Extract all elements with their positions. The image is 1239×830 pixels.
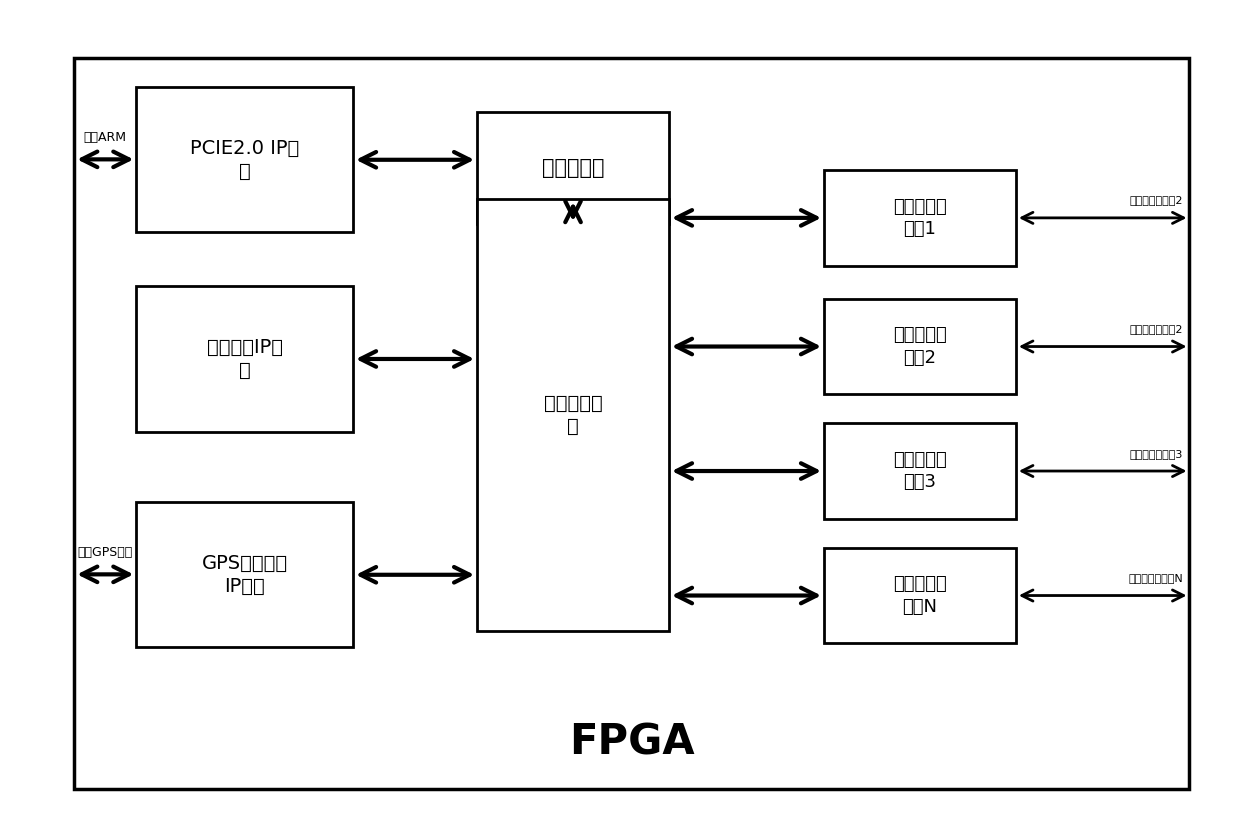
Bar [136,286,353,432]
Text: GPS信号处理
IP软核: GPS信号处理 IP软核 [202,554,287,596]
Text: 连接串行收发器3: 连接串行收发器3 [1130,448,1183,458]
Text: 数据处理软
核: 数据处理软 核 [544,393,602,437]
Text: FPGA: FPGA [569,722,695,764]
Text: 连接串行收发器2: 连接串行收发器2 [1130,195,1183,205]
Text: PCIE2.0 IP硬
核: PCIE2.0 IP硬 核 [190,139,300,181]
Text: 连接ARM: 连接ARM [84,131,126,144]
Bar [74,58,1189,788]
Text: 串行总线控
制器2: 串行总线控 制器2 [893,326,947,367]
Text: 连接GPS模块: 连接GPS模块 [78,546,133,559]
Bar [824,423,1016,519]
Text: 高速缓冲器: 高速缓冲器 [541,158,605,178]
Bar [824,299,1016,394]
Bar [824,548,1016,643]
Text: 连接串行收发器2: 连接串行收发器2 [1130,324,1183,334]
Bar [477,112,669,224]
Text: 串行总线控
制器1: 串行总线控 制器1 [893,198,947,238]
Text: 串行总线控
制器N: 串行总线控 制器N [893,575,947,616]
Bar [477,199,669,631]
Bar [136,502,353,647]
Bar [136,87,353,232]
Text: 串行总线控
制器3: 串行总线控 制器3 [893,451,947,491]
Text: 授时守时IP软
核: 授时守时IP软 核 [207,338,282,380]
Text: 连接串行收发器N: 连接串行收发器N [1129,573,1183,583]
Bar [824,170,1016,266]
